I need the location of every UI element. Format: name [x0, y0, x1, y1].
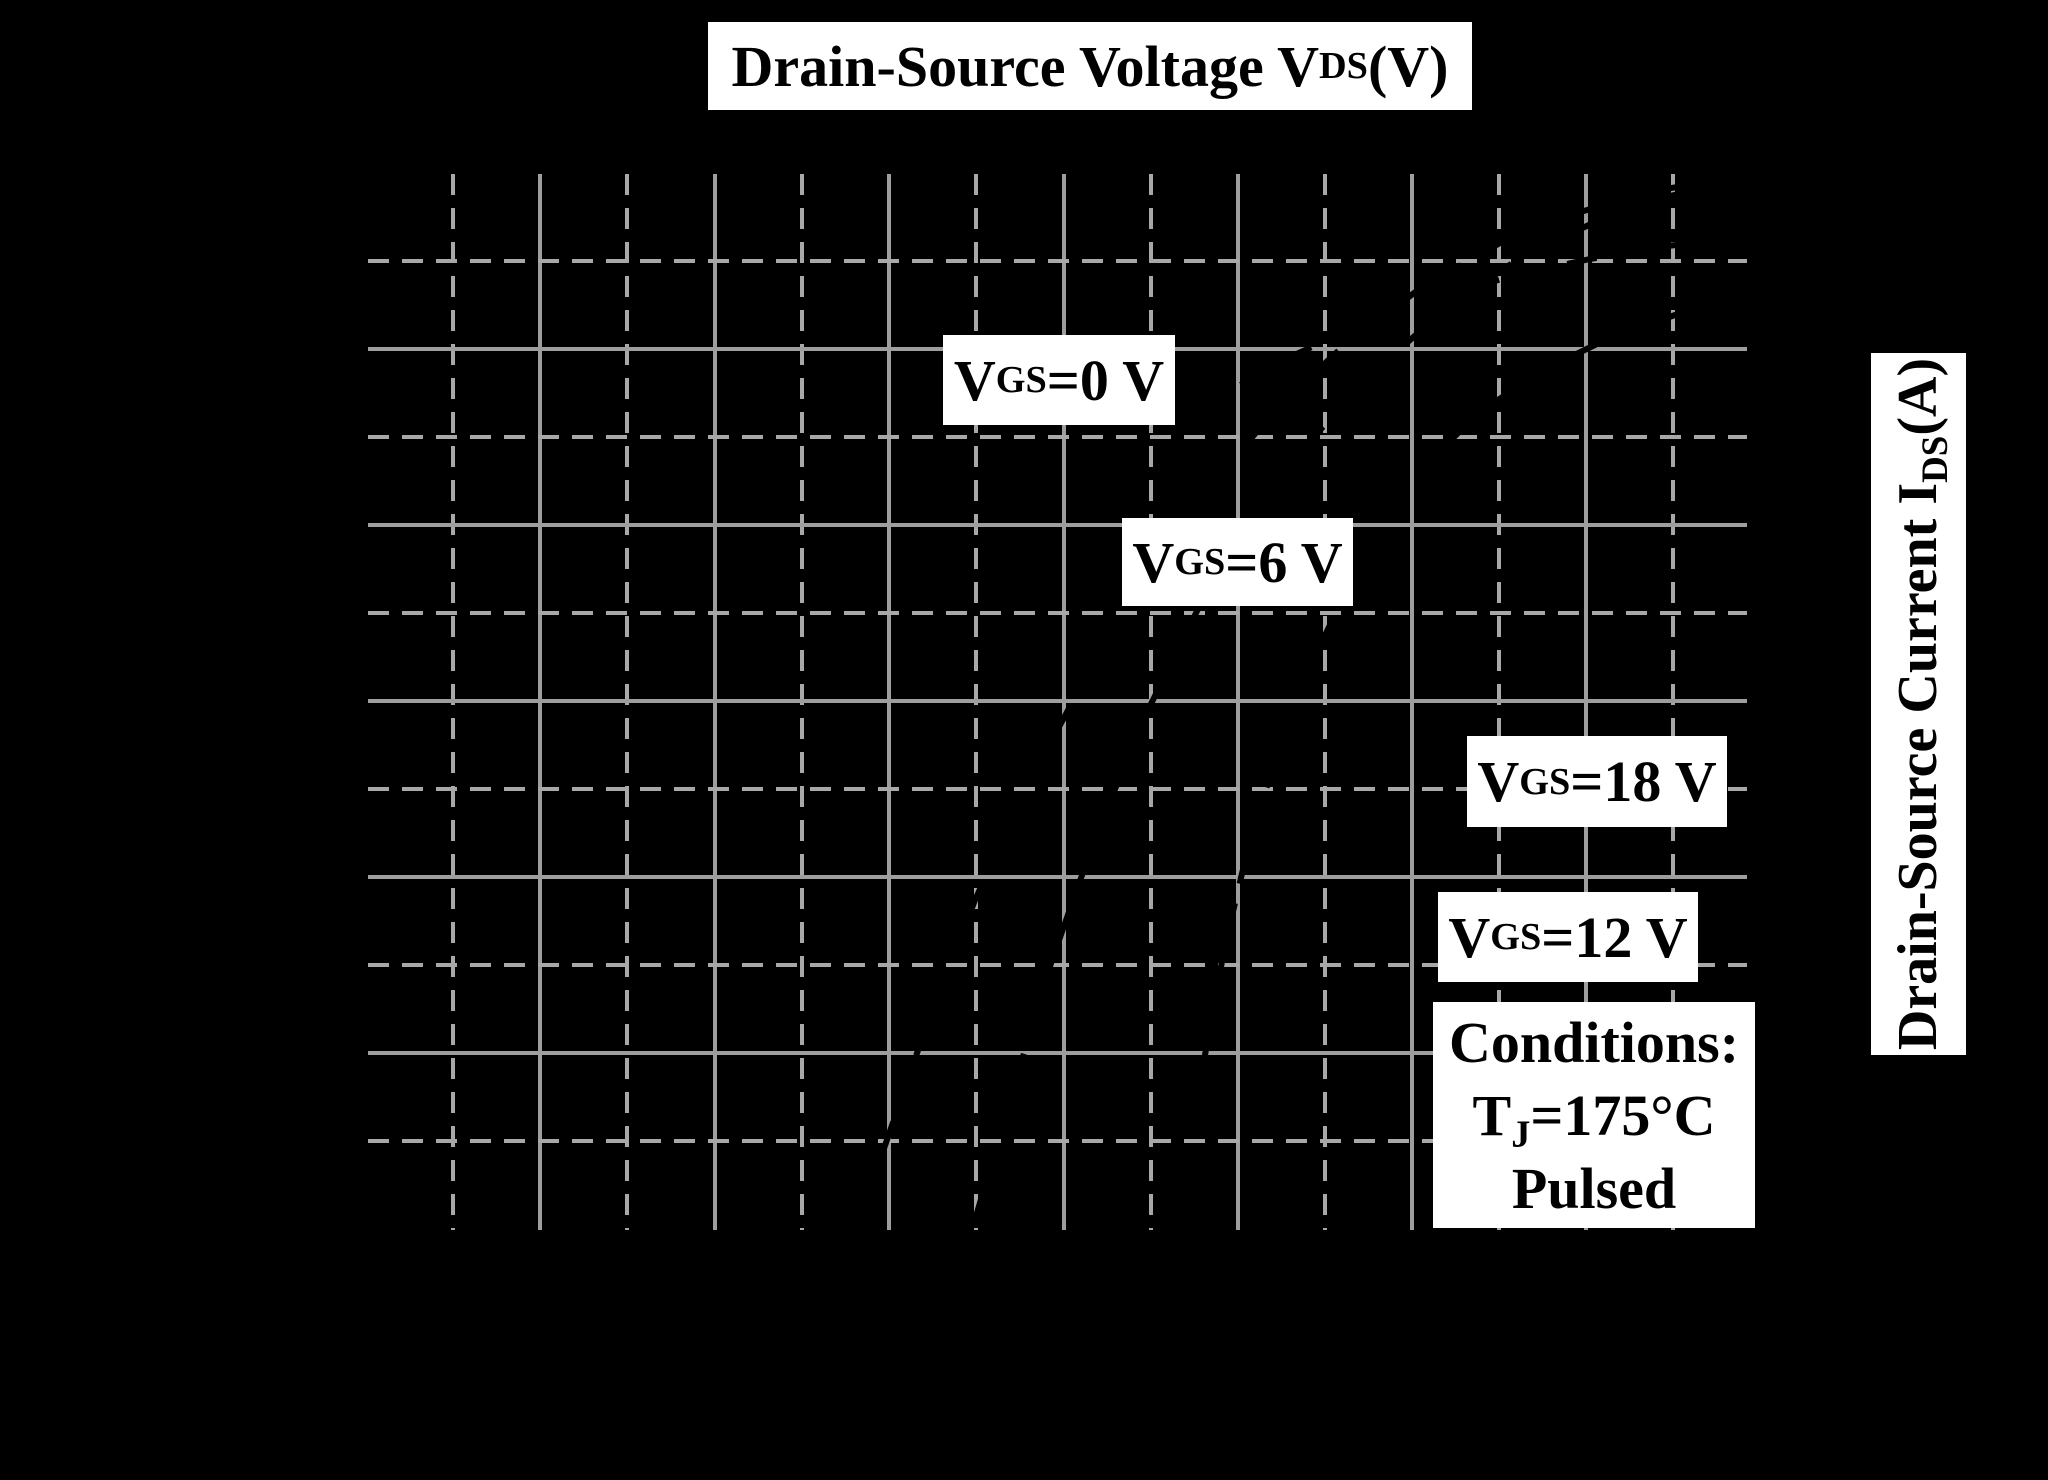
- y-axis-title: Drain-Source Current IDS(A): [1871, 353, 1966, 1055]
- curve-label-vgs0: V GS =0 V: [943, 335, 1175, 425]
- curve-label-vgs18-post: =18 V: [1570, 749, 1717, 814]
- conditions-line1: Conditions:: [1448, 1009, 1740, 1075]
- y-axis-title-subscript: DS: [1914, 435, 1956, 483]
- curve-label-vgs12-pre: V: [1448, 904, 1491, 970]
- conditions-line2-sub: J: [1511, 1112, 1531, 1155]
- conditions-line3: Pulsed: [1511, 1155, 1677, 1221]
- conditions-line2-post: =175°C: [1530, 1082, 1716, 1148]
- curve-label-vgs0-pre: V: [953, 347, 996, 413]
- x-axis-title-unit: (V): [1367, 33, 1449, 99]
- y-axis-title-unit: (A): [1887, 357, 1950, 436]
- curve-label-vgs6: V GS =6 V: [1122, 518, 1353, 606]
- curve-label-vgs18: V GS =18 V: [1467, 736, 1727, 827]
- curve-label-vgs12: V GS =12 V: [1438, 892, 1698, 982]
- y-axis-title-rotated: Drain-Source Current IDS(A): [1887, 357, 1956, 1051]
- curve-vgs-18-v: [855, 172, 1746, 1231]
- conditions-box: Conditions: TJ=175°C Pulsed: [1433, 1002, 1755, 1228]
- y-axis-title-text: Drain-Source Current I: [1887, 482, 1950, 1051]
- curve-label-vgs6-pre: V: [1132, 529, 1175, 595]
- x-axis-title: Drain-Source Voltage V DS (V): [708, 22, 1472, 110]
- curve-vgs-0-v: [1183, 233, 1746, 423]
- curve-vgs-12-v: [969, 175, 1746, 1231]
- curve-label-vgs12-post: =12 V: [1541, 904, 1688, 970]
- curve-label-vgs0-post: =0 V: [1046, 347, 1165, 413]
- x-axis-title-text: Drain-Source Voltage V: [731, 33, 1320, 99]
- conditions-line2-pre: T: [1472, 1082, 1512, 1148]
- curve-label-vgs18-pre: V: [1477, 749, 1520, 814]
- curve-label-vgs6-post: =6 V: [1225, 529, 1343, 595]
- conditions-line2: TJ=175°C: [1472, 1079, 1716, 1155]
